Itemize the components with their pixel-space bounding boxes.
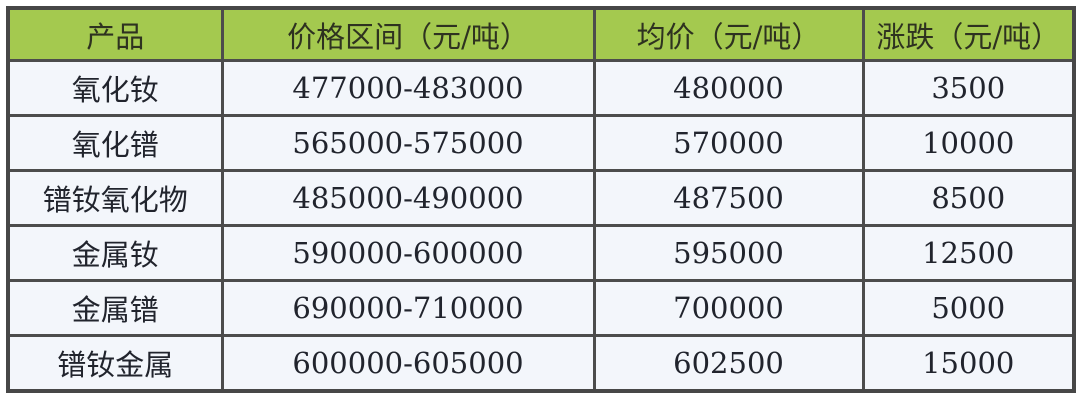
cell-change: 8500 [861,169,1076,227]
cell-product: 氧化镨 [6,114,224,172]
cell-average-price: 570000 [592,114,865,172]
table-row: 金属钕 590000-600000 595000 12500 [6,224,1076,282]
cell-product: 金属镨 [6,279,224,337]
header-price-range: 价格区间（元/吨） [220,6,596,62]
table-row: 氧化镨 565000-575000 570000 10000 [6,114,1076,172]
cell-product: 金属钕 [6,224,224,282]
cell-price-range: 600000-605000 [220,334,596,393]
header-average-price: 均价（元/吨） [592,6,865,62]
cell-average-price: 487500 [592,169,865,227]
price-table-container: 产品 价格区间（元/吨） 均价（元/吨） 涨跌（元/吨） 氧化钕 477000-… [6,6,1076,393]
cell-change: 5000 [861,279,1076,337]
cell-change: 3500 [861,59,1076,117]
cell-price-range: 690000-710000 [220,279,596,337]
cell-price-range: 485000-490000 [220,169,596,227]
table-row: 镨钕金属 600000-605000 602500 15000 [6,334,1076,393]
cell-price-range: 590000-600000 [220,224,596,282]
cell-change: 12500 [861,224,1076,282]
header-change: 涨跌（元/吨） [861,6,1076,62]
cell-price-range: 477000-483000 [220,59,596,117]
cell-product: 镨钕氧化物 [6,169,224,227]
cell-product: 镨钕金属 [6,334,224,393]
cell-average-price: 595000 [592,224,865,282]
cell-average-price: 602500 [592,334,865,393]
cell-price-range: 565000-575000 [220,114,596,172]
cell-change: 15000 [861,334,1076,393]
rare-earth-price-table: 产品 价格区间（元/吨） 均价（元/吨） 涨跌（元/吨） 氧化钕 477000-… [6,6,1076,393]
header-product: 产品 [6,6,224,62]
cell-average-price: 700000 [592,279,865,337]
table-row: 金属镨 690000-710000 700000 5000 [6,279,1076,337]
table-row: 氧化钕 477000-483000 480000 3500 [6,59,1076,117]
cell-average-price: 480000 [592,59,865,117]
cell-product: 氧化钕 [6,59,224,117]
table-row: 镨钕氧化物 485000-490000 487500 8500 [6,169,1076,227]
cell-change: 10000 [861,114,1076,172]
header-row: 产品 价格区间（元/吨） 均价（元/吨） 涨跌（元/吨） [6,6,1076,62]
